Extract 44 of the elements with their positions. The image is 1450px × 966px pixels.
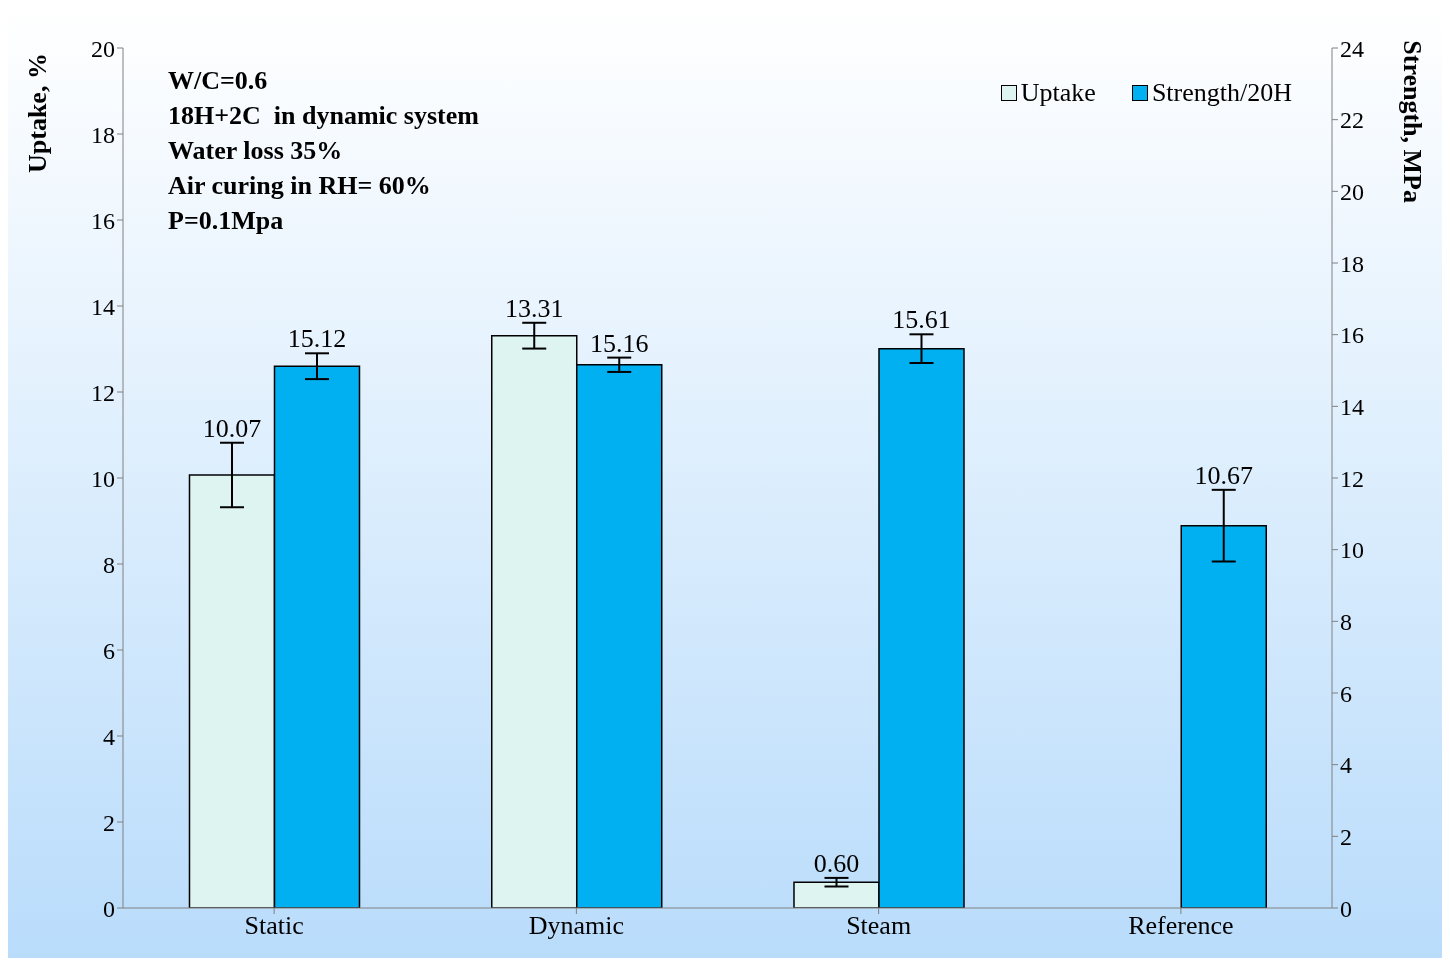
annotation: 18H+2C in dynamic system: [168, 100, 479, 132]
data-label: 10.07: [202, 413, 262, 443]
x-tick-label: Dynamic: [528, 911, 625, 941]
data-label: 15.16: [589, 328, 649, 358]
y2-axis-title: Strength, MPa: [1397, 40, 1427, 203]
y2-tick-label: 6: [1340, 680, 1352, 707]
data-label: 15.12: [287, 324, 347, 354]
x-tick-label: Steam: [846, 911, 912, 941]
annotation: Water loss 35%: [168, 135, 344, 167]
y2-tick-label: 2: [1340, 823, 1352, 850]
x-tick-label: Reference: [1128, 911, 1234, 941]
y2-tick-label: 20: [1340, 178, 1364, 205]
y2-tick-label: 14: [1340, 393, 1364, 420]
data-label: 13.31: [504, 293, 564, 323]
legend-label: Strength/20H: [1151, 78, 1292, 108]
x-tick-label: Static: [244, 911, 304, 941]
data-label: 15.61: [892, 305, 951, 335]
y2-tick-label: 12: [1340, 465, 1364, 492]
y-tick-label: 10: [91, 465, 115, 492]
data-label: 10.67: [1194, 460, 1253, 490]
y-tick-label: 18: [91, 121, 115, 148]
legend-label: Uptake: [1020, 78, 1096, 108]
data-label: 0.60: [813, 848, 860, 878]
y-tick-label: 2: [103, 809, 115, 836]
y2-tick-label: 0: [1340, 895, 1352, 922]
annotation: P=0.1Mpa: [168, 205, 285, 237]
y-tick-label: 0: [103, 895, 115, 922]
y-tick-label: 12: [91, 379, 115, 406]
annotation: W/C=0.6: [168, 65, 269, 97]
y-axis-title: Uptake, %: [23, 53, 53, 173]
y2-tick-label: 24: [1340, 35, 1364, 62]
annotation: Air curing in RH= 60%: [168, 170, 432, 202]
y-tick-label: 16: [91, 207, 115, 234]
y2-tick-label: 18: [1340, 250, 1364, 277]
y2-tick-label: 10: [1340, 537, 1364, 564]
y2-tick-label: 22: [1340, 107, 1364, 134]
y-tick-label: 8: [103, 551, 115, 578]
y2-tick-label: 16: [1340, 322, 1364, 349]
y-tick-label: 14: [91, 293, 115, 320]
y-tick-label: 4: [103, 723, 115, 750]
y-tick-label: 6: [103, 637, 115, 664]
y2-tick-label: 8: [1340, 608, 1352, 635]
y-tick-label: 20: [91, 35, 115, 62]
y2-tick-label: 4: [1340, 752, 1352, 779]
